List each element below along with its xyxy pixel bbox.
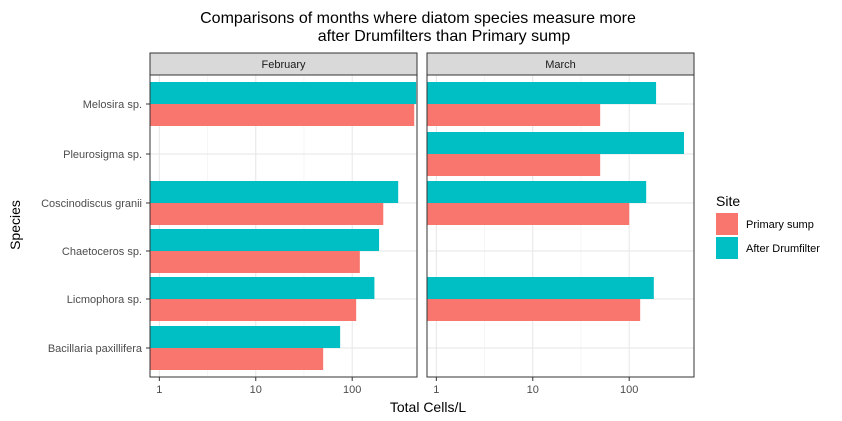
legend-title: Site [716, 193, 740, 209]
bar-after-drumfilter [427, 277, 654, 299]
y-category-label: Pleurosigma sp. [63, 149, 142, 161]
facet-strip-label: March [545, 59, 576, 71]
legend-label: After Drumfilter [746, 243, 820, 255]
x-tick-label: 100 [343, 384, 361, 396]
bar-primary-sump [427, 104, 601, 126]
bar-primary-sump [427, 203, 630, 225]
y-category-label: Melosira sp. [83, 99, 142, 111]
legend-swatch [716, 213, 738, 235]
x-tick-label: 100 [620, 384, 638, 396]
legend: Site Primary sump After Drumfilter [716, 193, 820, 259]
bar-primary-sump [427, 299, 641, 321]
bars [427, 82, 684, 321]
bar-after-drumfilter [150, 326, 341, 348]
y-category-label: Licmophora sp. [67, 294, 142, 306]
x-axis-title: Total Cells/L [390, 399, 466, 415]
y-category-label: Coscinodiscus granii [41, 198, 142, 210]
facet-panel: March 1 10 100 [426, 52, 695, 396]
x-tick-label: 10 [250, 384, 262, 396]
y-category-labels: Melosira sp. Pleurosigma sp. Coscinodiscus… [41, 99, 150, 355]
x-tick-label: 10 [527, 384, 539, 396]
facet-panels: February 1 10 100 March 1 10 100 [149, 52, 695, 396]
legend-swatch [716, 237, 738, 259]
x-tick-label: 1 [433, 384, 439, 396]
bar-primary-sump [150, 251, 360, 273]
bar-after-drumfilter [427, 82, 657, 104]
y-axis-title: Species [7, 200, 23, 250]
chart-title-line-1: Comparisons of months where diatom speci… [200, 10, 636, 27]
bar-after-drumfilter [427, 181, 647, 203]
panel-border [426, 74, 695, 378]
x-tick-label: 1 [156, 384, 162, 396]
bars [150, 82, 417, 370]
bar-primary-sump [427, 154, 601, 176]
bar-primary-sump [150, 348, 324, 370]
bar-primary-sump [150, 299, 357, 321]
bar-after-drumfilter [427, 132, 684, 154]
bar-primary-sump [150, 104, 415, 126]
chart-title-line-2: after Drumfilters than Primary sump [318, 28, 571, 45]
legend-label: Primary sump [746, 219, 814, 231]
panel-border [149, 74, 418, 378]
bar-after-drumfilter [150, 229, 380, 251]
bar-primary-sump [150, 203, 384, 225]
facet-strip-label: February [261, 59, 306, 71]
y-category-label: Bacillaria paxillifera [48, 343, 143, 355]
y-category-label: Chaetoceros sp. [62, 246, 142, 258]
bar-after-drumfilter [150, 277, 375, 299]
bar-after-drumfilter [150, 82, 417, 104]
bar-after-drumfilter [150, 181, 399, 203]
facet-panel: February 1 10 100 [149, 52, 418, 396]
